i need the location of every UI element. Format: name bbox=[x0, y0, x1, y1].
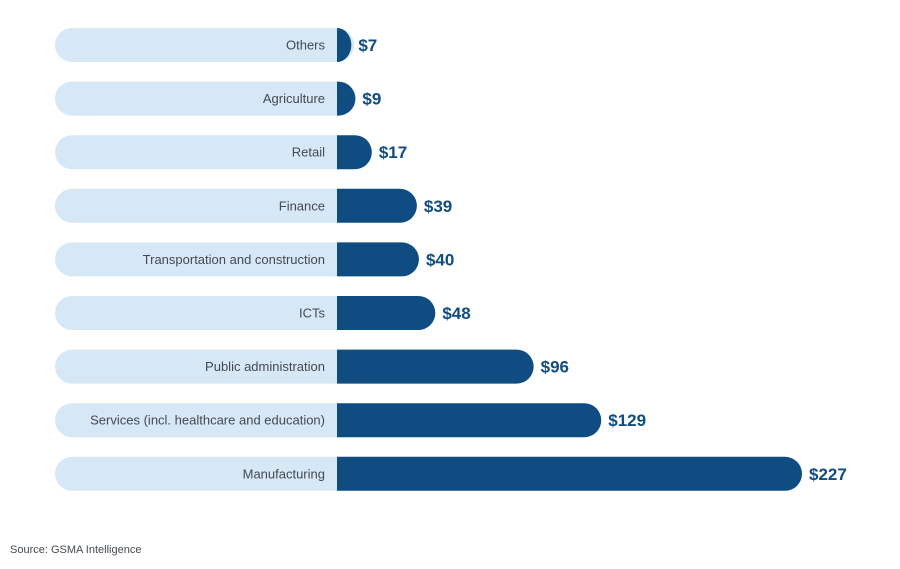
value-label: $9 bbox=[362, 90, 381, 109]
bar bbox=[337, 188, 417, 223]
category-label: Services (incl. healthcare and education… bbox=[90, 413, 325, 428]
label-track bbox=[55, 403, 354, 438]
value-label: $39 bbox=[424, 197, 452, 216]
label-track bbox=[55, 349, 354, 384]
category-label: Agriculture bbox=[263, 91, 325, 106]
category-label: Others bbox=[286, 38, 326, 53]
label-track bbox=[55, 135, 354, 170]
label-track bbox=[55, 456, 354, 491]
category-label: Manufacturing bbox=[243, 466, 325, 481]
label-track bbox=[55, 188, 354, 223]
label-track bbox=[55, 242, 354, 277]
bar bbox=[337, 242, 419, 277]
value-label: $129 bbox=[608, 411, 646, 430]
bar-chart: Others $7 Agriculture $9 Retail $17 Finance $39… bbox=[55, 28, 847, 491]
value-label: $48 bbox=[442, 304, 470, 323]
value-label: $40 bbox=[426, 250, 454, 269]
category-label: Finance bbox=[279, 198, 325, 213]
bar bbox=[337, 456, 802, 491]
category-label: ICTs bbox=[299, 306, 326, 321]
label-track bbox=[55, 81, 354, 116]
value-label: $227 bbox=[809, 465, 847, 484]
bar bbox=[337, 403, 602, 438]
bar bbox=[337, 135, 372, 170]
source-note: Source: GSMA Intelligence bbox=[10, 544, 142, 556]
value-label: $7 bbox=[358, 36, 377, 55]
bar bbox=[337, 81, 356, 116]
value-label: $96 bbox=[541, 358, 569, 377]
bar bbox=[337, 296, 436, 330]
category-label: Retail bbox=[292, 145, 325, 160]
label-track bbox=[55, 28, 354, 62]
bar bbox=[337, 28, 352, 62]
bar bbox=[337, 349, 534, 384]
value-label: $17 bbox=[379, 143, 407, 162]
label-track bbox=[55, 296, 354, 330]
category-label: Public administration bbox=[205, 359, 325, 374]
category-label: Transportation and construction bbox=[143, 252, 325, 267]
